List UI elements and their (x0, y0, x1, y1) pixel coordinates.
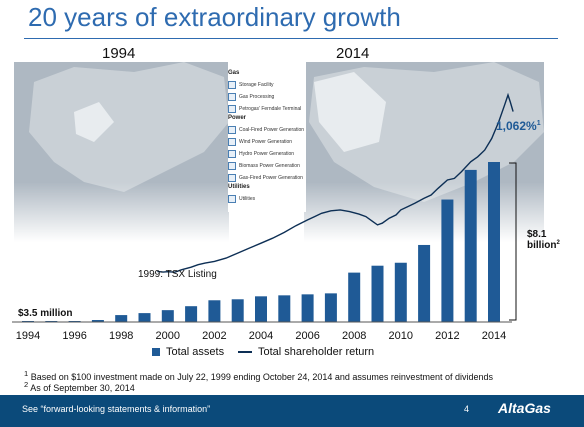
legend-item-label: Utilities (239, 196, 256, 202)
legend-item: Storage Facility (228, 79, 308, 91)
footer-bar (0, 395, 584, 427)
legend-item: Wind Power Generation (228, 136, 308, 148)
gas-fired-icon (228, 174, 236, 182)
legend-item-label: Gas Processing (239, 94, 275, 100)
terminal-icon (228, 105, 236, 113)
x-tick-2002: 2002 (202, 330, 226, 342)
bar-1999 (138, 313, 151, 322)
legend-swatch-line (238, 351, 252, 354)
legend-label: Total assets (166, 346, 225, 358)
legend-item-label: Wind Power Generation (239, 139, 293, 145)
x-tick-1994: 1994 (16, 330, 40, 342)
north-america-maps (14, 62, 544, 242)
map-2014-highlight (314, 72, 386, 152)
footnote-text: As of September 30, 2014 (30, 383, 135, 393)
legend-label: Total shareholder return (258, 346, 375, 358)
map-year-1994: 1994 (102, 45, 136, 62)
assets-label-line1: $8.1 (527, 229, 547, 240)
x-tick-2008: 2008 (342, 330, 366, 342)
bar-2005 (278, 295, 291, 322)
biomass-icon (228, 162, 236, 170)
x-tick-2010: 2010 (389, 330, 413, 342)
legend-item: Petrogas’ Ferndale Terminal (228, 103, 308, 115)
bar-2009 (371, 265, 384, 322)
coal-icon (228, 126, 236, 134)
legend-item-label: Biomass Power Generation (239, 163, 300, 169)
legend-total-assets: Total assets (152, 346, 224, 358)
x-tick-2014: 2014 (482, 330, 506, 342)
legend-item: Hydro Power Generation (228, 148, 308, 160)
legend-total-return: Total shareholder return (238, 346, 374, 358)
total-shareholder-return-line (157, 92, 514, 273)
bar-2007 (324, 293, 337, 322)
bar-2001 (185, 306, 198, 322)
x-tick-2000: 2000 (156, 330, 180, 342)
bar-2012 (441, 199, 454, 322)
footnote-marker: 1 (24, 369, 29, 378)
hydro-icon (228, 150, 236, 158)
bar-2004 (255, 296, 267, 322)
footnote-1: 1 Based on $100 investment made on July … (24, 369, 493, 382)
storage-icon (228, 81, 236, 89)
bar-1997 (91, 320, 104, 322)
start-assets-label: $3.5 million (18, 308, 72, 319)
map-1994-highlight (74, 102, 114, 142)
page-title: 20 years of extraordinary growth (28, 2, 401, 32)
legend-item-label: Petrogas’ Ferndale Terminal (239, 106, 302, 112)
x-tick-2012: 2012 (435, 330, 459, 342)
footnote-text: Based on $100 investment made on July 22… (30, 372, 493, 382)
x-tick-2006: 2006 (295, 330, 319, 342)
bar-2010 (394, 262, 407, 322)
legend-item-label: Coal-Fired Power Generation (239, 127, 305, 133)
gas-processing-icon (228, 93, 236, 101)
bar-2014 (488, 162, 500, 322)
legend-item: Biomass Power Generation (228, 160, 308, 172)
legend-item-label: Hydro Power Generation (239, 151, 295, 157)
map-year-2014: 2014 (336, 45, 370, 62)
map-1994-land (29, 62, 229, 192)
bar-2002 (208, 300, 221, 322)
bar-2008 (348, 272, 361, 322)
legend-item-label: Gas-Fired Power Generation (239, 175, 303, 181)
legend-heading-power: Power (228, 115, 247, 121)
tsx-listing-label: 1999: TSX Listing (138, 269, 217, 280)
assets-bracket (509, 162, 517, 321)
x-axis-ticks: 1994 1996 1998 2000 2002 2004 2006 2008 2010 2012… (16, 330, 506, 342)
growth-chart: 1994 1996 1998 2000 2002 2004 2006 2008 2010 2012… (12, 92, 560, 342)
bar-2006 (301, 294, 314, 322)
legend-item: Gas-Fired Power Generation (228, 172, 308, 184)
utilities-icon (228, 195, 236, 203)
bar-2000 (161, 310, 174, 322)
asset-bars (22, 162, 500, 322)
legend-item: Utilities (228, 193, 308, 205)
title-divider (24, 38, 558, 39)
map-legend: Gas Storage Facility Gas Processing Petr… (228, 70, 308, 205)
bar-1998 (115, 315, 128, 322)
bar-2011 (418, 244, 431, 322)
footnote-marker: 2 (24, 380, 29, 389)
footnote-2: 2 As of September 30, 2014 (24, 380, 135, 393)
assets-label-line2: billion2 (527, 240, 560, 251)
forward-looking-link[interactable]: See “forward-looking statements & inform… (22, 404, 211, 414)
legend-item: Gas Processing (228, 91, 308, 103)
page-number: 4 (464, 404, 470, 414)
return-label: 1,062%1 (496, 119, 541, 133)
legend-heading-utilities: Utilities (228, 184, 250, 190)
altagas-logo: AltaGas (498, 400, 551, 416)
legend-swatch-bar (152, 348, 160, 357)
legend-item-label: Storage Facility (239, 82, 274, 88)
x-tick-1996: 1996 (62, 330, 86, 342)
legend-heading-gas: Gas (228, 70, 240, 76)
legend-item: Coal-Fired Power Generation (228, 124, 308, 136)
x-tick-1998: 1998 (109, 330, 133, 342)
bar-2013 (464, 169, 477, 322)
x-tick-2004: 2004 (249, 330, 273, 342)
wind-icon (228, 138, 236, 146)
map-fade (14, 182, 544, 242)
bar-2003 (231, 299, 244, 322)
